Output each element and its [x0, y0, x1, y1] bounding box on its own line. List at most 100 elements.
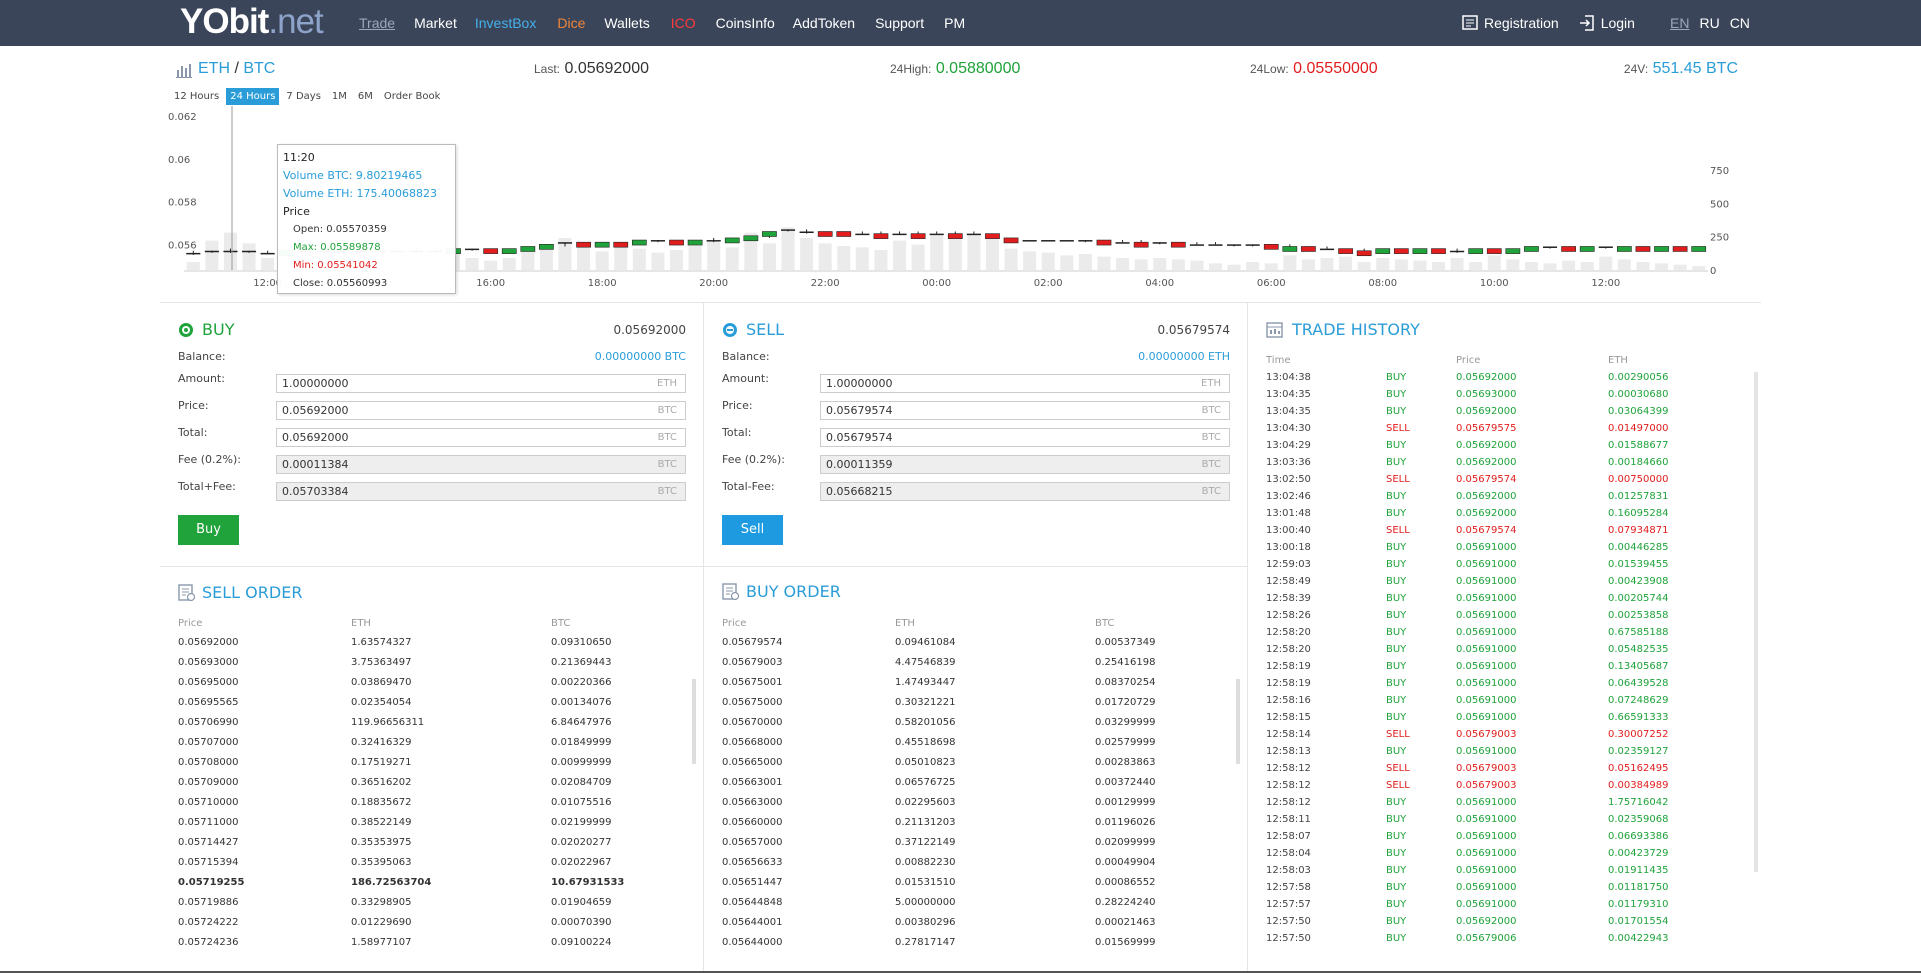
tab-6m[interactable]: 6M [357, 91, 373, 102]
order-cell[interactable]: 0.05706990 [178, 717, 239, 728]
order-cell[interactable]: 10.67931533 [551, 877, 625, 888]
candle[interactable] [1450, 250, 1465, 253]
order-cell[interactable]: 0.02099999 [1095, 837, 1156, 848]
candle[interactable] [929, 233, 944, 236]
candle[interactable] [1579, 246, 1595, 252]
order-cell[interactable]: 0.05724222 [178, 917, 239, 928]
candle[interactable] [1672, 246, 1688, 252]
order-cell[interactable]: 0.05675001 [722, 677, 783, 688]
order-cell[interactable]: 0.17519271 [351, 757, 412, 768]
order-cell[interactable]: 0.05719886 [178, 897, 239, 908]
candle[interactable] [1170, 241, 1186, 248]
order-cell[interactable]: 0.05663001 [722, 777, 783, 788]
candle[interactable] [836, 231, 852, 237]
candle[interactable] [1691, 246, 1707, 252]
order-cell[interactable]: 0.05679003 [722, 657, 783, 668]
candle[interactable] [1263, 244, 1279, 250]
order-cell[interactable]: 0.01229690 [351, 917, 412, 928]
candle[interactable] [1078, 240, 1093, 242]
tab-24-hours[interactable]: 24 Hours [226, 88, 280, 105]
login-link[interactable]: Login [1579, 15, 1635, 31]
order-cell[interactable]: 0.21369443 [551, 657, 612, 668]
order-cell[interactable]: 0.05714427 [178, 837, 239, 848]
candle[interactable] [1617, 246, 1632, 252]
order-cell[interactable]: 1.63574327 [351, 637, 412, 648]
order-cell[interactable]: 0.01196026 [1095, 817, 1156, 828]
pair-quote-link[interactable]: BTC [243, 60, 276, 77]
tab-12-hours[interactable]: 12 Hours [174, 91, 220, 102]
order-cell[interactable]: 0.01569999 [1095, 937, 1156, 948]
order-cell[interactable]: 0.01531510 [895, 877, 956, 888]
order-cell[interactable]: 0.00086552 [1095, 877, 1156, 888]
candle[interactable] [1115, 242, 1130, 244]
order-cell[interactable]: 0.05719255 [178, 877, 245, 888]
lang-ru[interactable]: RU [1699, 15, 1720, 31]
buy-amount-input[interactable]: 1.00000000 ETH [276, 374, 686, 393]
candle[interactable] [539, 244, 554, 250]
order-cell[interactable]: 0.30321221 [895, 697, 956, 708]
order-cell[interactable]: 3.75363497 [351, 657, 412, 668]
candle[interactable] [1338, 248, 1353, 254]
order-cell[interactable]: 0.37122149 [895, 837, 956, 848]
order-cell[interactable]: 0.00380296 [895, 917, 956, 928]
order-cell[interactable]: 0.00021463 [1095, 917, 1156, 928]
order-cell[interactable]: 0.09461084 [895, 637, 956, 648]
candle[interactable] [1356, 250, 1372, 257]
candle[interactable] [613, 241, 629, 248]
candle[interactable] [1431, 248, 1446, 254]
order-cell[interactable]: 0.05695000 [178, 677, 239, 688]
order-cell[interactable]: 0.00537349 [1095, 637, 1156, 648]
sell-balance-value[interactable]: 0.00000000 ETH [1138, 350, 1230, 363]
sell-amount-input[interactable]: 1.00000000 ETH [820, 374, 1230, 393]
candle[interactable] [1227, 244, 1242, 246]
candle[interactable] [706, 240, 721, 242]
order-cell[interactable]: 0.00283863 [1095, 757, 1156, 768]
order-cell[interactable]: 0.05665000 [722, 757, 783, 768]
candle[interactable] [260, 252, 275, 255]
order-cell[interactable]: 0.05710000 [178, 797, 239, 808]
candle[interactable] [1189, 244, 1204, 246]
nav-trade[interactable]: Trade [359, 15, 396, 31]
order-cell[interactable]: 186.72563704 [351, 877, 432, 888]
tab-7-days[interactable]: 7 Days [286, 91, 321, 102]
order-cell[interactable]: 1.58977107 [351, 937, 412, 948]
order-cell[interactable]: 0.05707000 [178, 737, 239, 748]
order-cell[interactable]: 0.05693000 [178, 657, 239, 668]
order-cell[interactable]: 0.01904659 [551, 897, 612, 908]
candle[interactable] [501, 248, 517, 254]
order-cell[interactable]: 0.05715394 [178, 857, 239, 868]
order-cell[interactable]: 0.05675000 [722, 697, 783, 708]
order-cell[interactable]: 0.09310650 [551, 637, 612, 648]
order-cell[interactable]: 0.35353975 [351, 837, 412, 848]
order-cell[interactable]: 0.09100224 [551, 937, 612, 948]
order-cell[interactable]: 6.84647976 [551, 717, 612, 728]
candle[interactable] [724, 237, 740, 244]
candle[interactable] [186, 252, 201, 255]
order-cell[interactable]: 0.05668000 [722, 737, 783, 748]
candle[interactable] [1022, 240, 1037, 242]
order-cell[interactable]: 0.45518698 [895, 737, 956, 748]
candle[interactable] [817, 231, 833, 237]
order-cell[interactable]: 0.05679574 [722, 637, 783, 648]
order-cell[interactable]: 0.05670000 [722, 717, 783, 728]
lang-cn[interactable]: CN [1729, 15, 1750, 31]
order-cell[interactable]: 0.21131203 [895, 817, 956, 828]
nav-addtoken[interactable]: AddToken [792, 15, 856, 31]
order-cell[interactable]: 0.05724236 [178, 937, 239, 948]
order-cell[interactable]: 0.28224240 [1095, 897, 1156, 908]
order-cell[interactable]: 0.05651447 [722, 877, 783, 888]
candle[interactable] [743, 235, 759, 242]
candle[interactable] [1282, 246, 1298, 252]
candle[interactable] [1208, 244, 1223, 246]
order-cell[interactable]: 5.00000000 [895, 897, 956, 908]
order-cell[interactable]: 0.00134076 [551, 697, 612, 708]
order-cell[interactable]: 0.03299999 [1095, 717, 1156, 728]
order-cell[interactable]: 0.03869470 [351, 677, 412, 688]
candle[interactable] [892, 233, 907, 236]
candle[interactable] [1561, 246, 1576, 252]
candle[interactable] [1393, 248, 1409, 254]
candle[interactable] [1412, 248, 1428, 254]
candle[interactable] [1654, 246, 1669, 252]
candle[interactable] [1486, 248, 1502, 254]
order-cell[interactable]: 0.05711000 [178, 817, 239, 828]
